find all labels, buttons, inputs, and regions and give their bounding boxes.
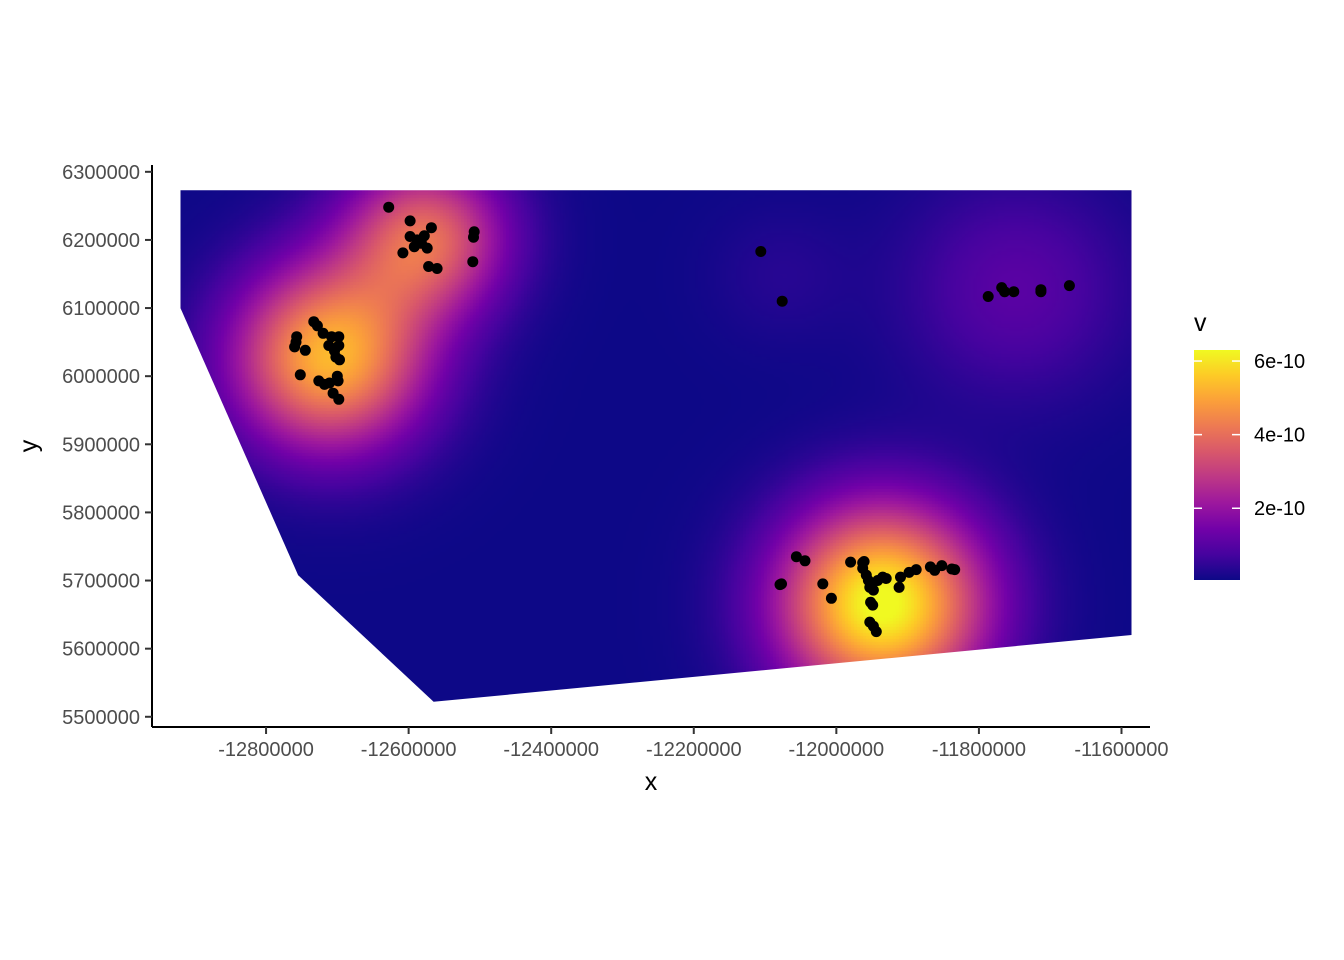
y-tick-label: 6300000	[62, 162, 140, 184]
data-point	[468, 231, 479, 243]
data-point	[870, 626, 882, 638]
y-tick-label: 6000000	[62, 366, 140, 388]
legend-tick-label: 2e-10	[1254, 498, 1305, 520]
data-point	[755, 246, 767, 257]
data-point	[867, 599, 879, 611]
data-point	[397, 247, 409, 259]
y-tick-label: 5500000	[62, 707, 140, 729]
y-tick-label: 5800000	[62, 502, 140, 524]
data-point	[294, 369, 306, 381]
data-point	[880, 573, 892, 584]
data-point	[1008, 286, 1020, 298]
data-point	[334, 354, 345, 366]
y-tick-label: 6200000	[62, 230, 140, 252]
y-axis-title: y	[15, 439, 43, 452]
x-tick-label: -12200000	[646, 739, 742, 761]
legend-tick-label: 4e-10	[1254, 425, 1305, 447]
data-point	[776, 295, 788, 307]
data-point	[776, 578, 787, 590]
data-point	[1063, 280, 1075, 292]
data-point	[425, 222, 437, 234]
data-point	[333, 331, 345, 343]
data-point	[317, 327, 329, 339]
axes: -12800000 -12600000 -12400000 -12200000 -120…	[15, 162, 1169, 796]
data-point	[845, 556, 857, 568]
points-layer	[289, 201, 1075, 638]
data-point	[333, 393, 345, 405]
data-point	[982, 291, 994, 302]
data-point	[867, 584, 879, 596]
x-ticks: -12800000 -12600000 -12400000 -12200000 -120…	[218, 727, 1169, 761]
data-point	[817, 578, 829, 590]
y-tick-label: 5600000	[62, 639, 140, 661]
data-point	[799, 555, 811, 567]
x-axis-title: x	[645, 768, 658, 796]
y-ticks: 5500000 5600000 5700000 5800000 5900000 60000…	[62, 162, 152, 729]
data-point	[893, 581, 905, 593]
data-point	[431, 263, 443, 274]
data-point	[467, 256, 479, 268]
data-point	[825, 592, 837, 604]
legend-tick-label: 6e-10	[1254, 351, 1305, 373]
data-point	[404, 215, 416, 227]
data-point	[910, 564, 922, 576]
data-point	[289, 341, 301, 353]
data-point	[311, 320, 323, 332]
data-point	[1035, 286, 1047, 298]
data-point	[319, 378, 330, 390]
legend: v 2e-10 4e-10 6e-10	[1194, 309, 1305, 580]
x-tick-label: -12600000	[361, 739, 457, 761]
x-tick-label: -12800000	[218, 739, 314, 761]
legend-gradient	[1194, 350, 1240, 580]
data-point	[895, 571, 906, 583]
data-point	[936, 560, 948, 572]
data-point	[383, 201, 395, 213]
legend-colorbar	[1194, 350, 1240, 580]
y-tick-label: 5900000	[62, 434, 140, 456]
data-point	[423, 261, 435, 272]
x-tick-label: -11800000	[932, 739, 1026, 761]
data-point	[999, 286, 1011, 298]
data-point	[408, 241, 420, 253]
data-point	[421, 242, 433, 254]
x-tick-label: -12000000	[789, 739, 885, 761]
x-tick-label: -11600000	[1074, 739, 1168, 761]
data-point	[790, 551, 802, 563]
data-point	[332, 375, 344, 387]
y-tick-label: 5700000	[62, 571, 140, 593]
data-point	[299, 344, 311, 356]
x-tick-label: -12400000	[503, 739, 599, 761]
legend-ticks: 2e-10 4e-10 6e-10	[1194, 351, 1305, 520]
legend-title: v	[1194, 309, 1207, 337]
data-point	[949, 564, 961, 576]
y-tick-label: 6100000	[62, 298, 140, 320]
